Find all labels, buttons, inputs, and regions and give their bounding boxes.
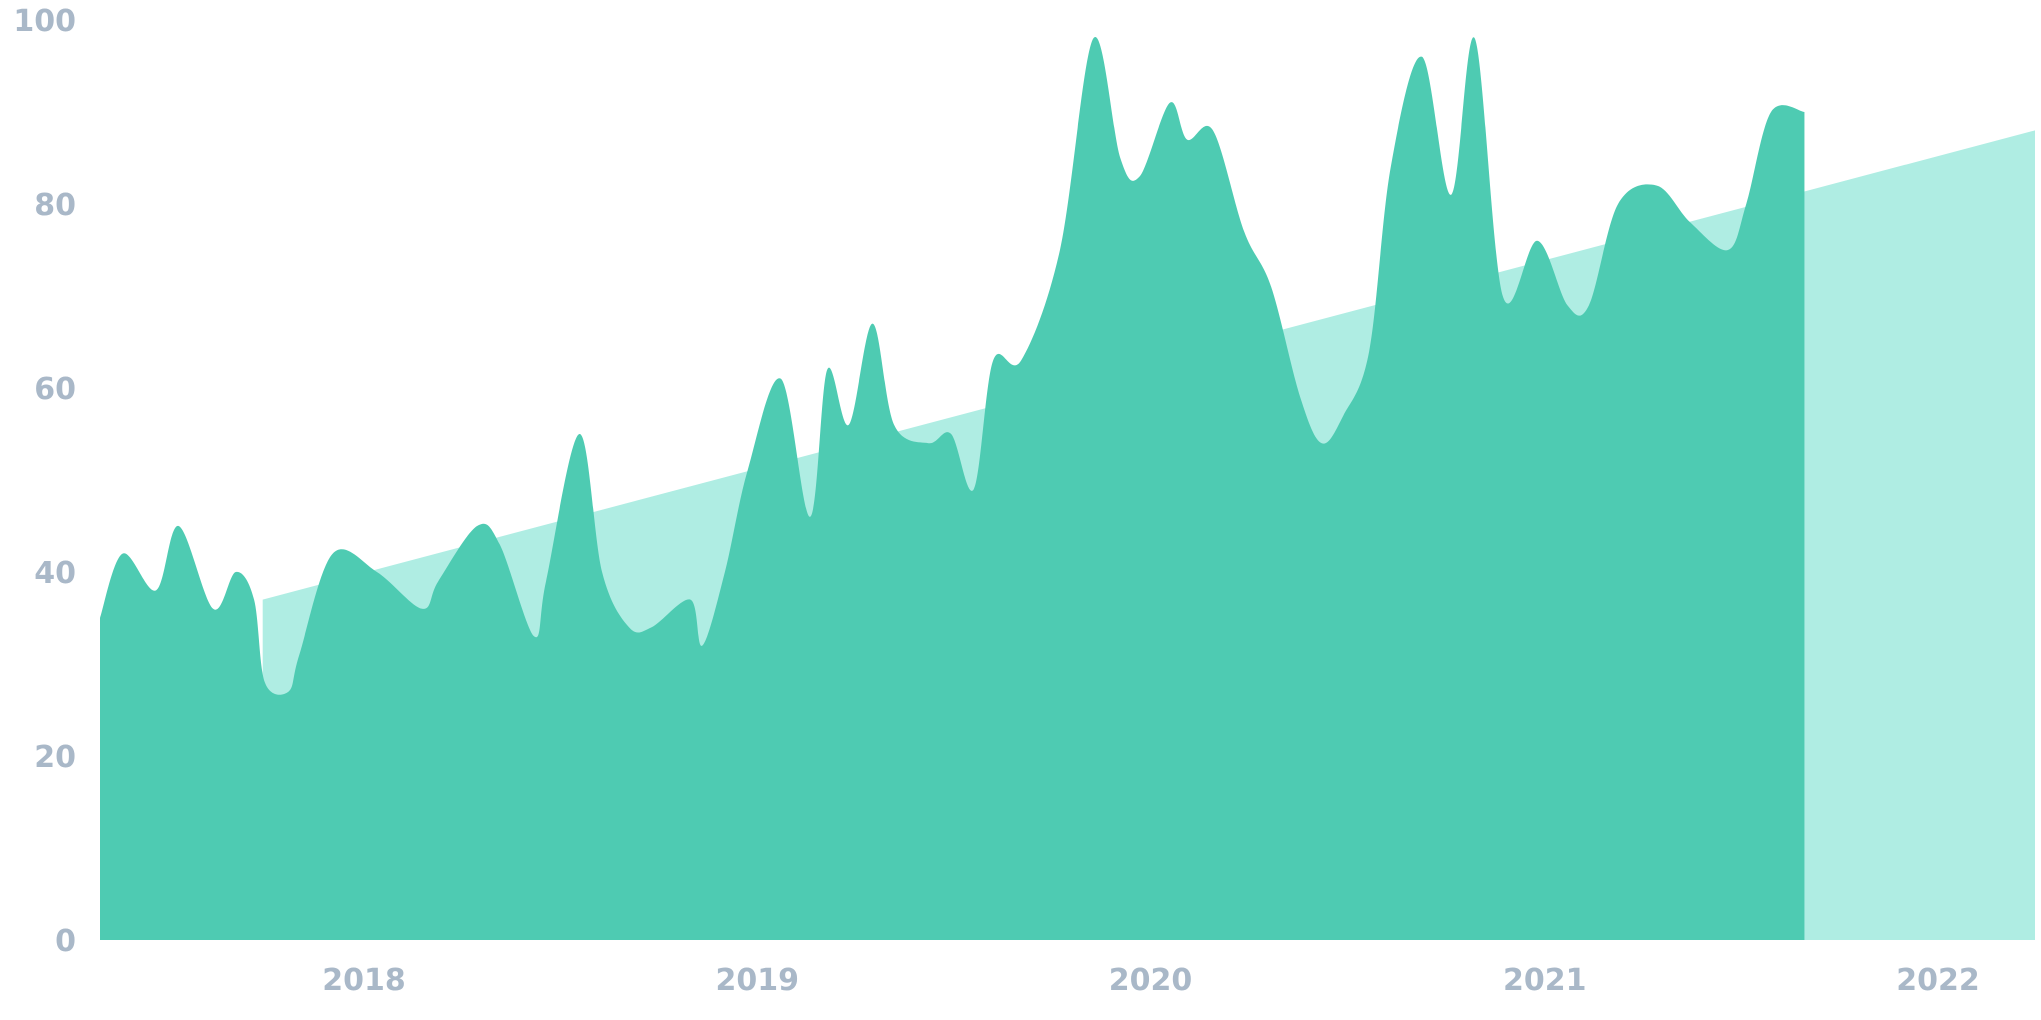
- x-tick-label: 2022: [1896, 963, 1980, 998]
- x-tick-label: 2020: [1109, 963, 1193, 998]
- y-tick-label: 20: [34, 740, 76, 775]
- chart-marks: [100, 36, 2035, 941]
- y-tick-label: 0: [55, 924, 76, 959]
- y-axis-ticks: 0 20 40 60 80 100: [13, 4, 76, 959]
- x-axis-ticks: 2018 2019 2020 2021 2022: [322, 963, 1980, 998]
- series-area: [100, 36, 1805, 941]
- x-tick-label: 2018: [322, 963, 406, 998]
- y-tick-label: 60: [34, 372, 76, 407]
- y-tick-label: 80: [34, 188, 76, 223]
- x-tick-label: 2021: [1503, 963, 1587, 998]
- y-tick-label: 100: [13, 4, 76, 39]
- x-tick-label: 2019: [715, 963, 799, 998]
- y-tick-label: 40: [34, 556, 76, 591]
